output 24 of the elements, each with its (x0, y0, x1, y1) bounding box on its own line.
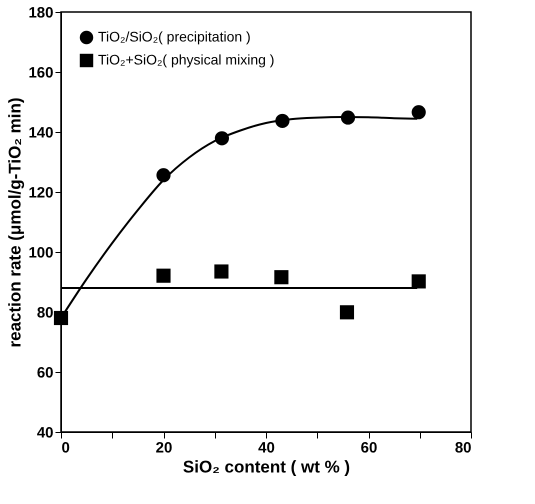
point (412, 274, 426, 288)
x-tick-label: 20 (156, 440, 172, 456)
y-tick-label: 80 (36, 304, 54, 322)
y-tick-label: 100 (28, 244, 54, 262)
x-tick-label: 60 (360, 440, 378, 456)
y-tick-label: 60 (36, 364, 54, 382)
point (54, 310, 68, 326)
point (274, 270, 288, 284)
legend-label: TiO₂/SiO₂( precipitation ) (98, 28, 251, 44)
x-axis-title: SiO₂ content ( wt % ) (182, 458, 350, 476)
point (412, 105, 426, 120)
x-tick-label: 80 (454, 440, 472, 456)
y-tick-label: 180 (28, 4, 54, 22)
y-tick-label: 140 (28, 124, 54, 142)
point (214, 264, 228, 279)
point (156, 268, 171, 283)
x-tick-label: 40 (258, 440, 275, 456)
y-tick-label: 160 (28, 64, 54, 82)
legend-label: TiO₂+SiO₂( physical mixing ) (98, 52, 274, 68)
point (340, 305, 354, 320)
y-axis-title: reaction rate (μmol/g-TiO₂ min) (5, 97, 24, 348)
y-tick-label: 120 (28, 184, 54, 202)
y-tick-label: 40 (36, 424, 54, 442)
x-tick-label: 0 (62, 440, 70, 456)
